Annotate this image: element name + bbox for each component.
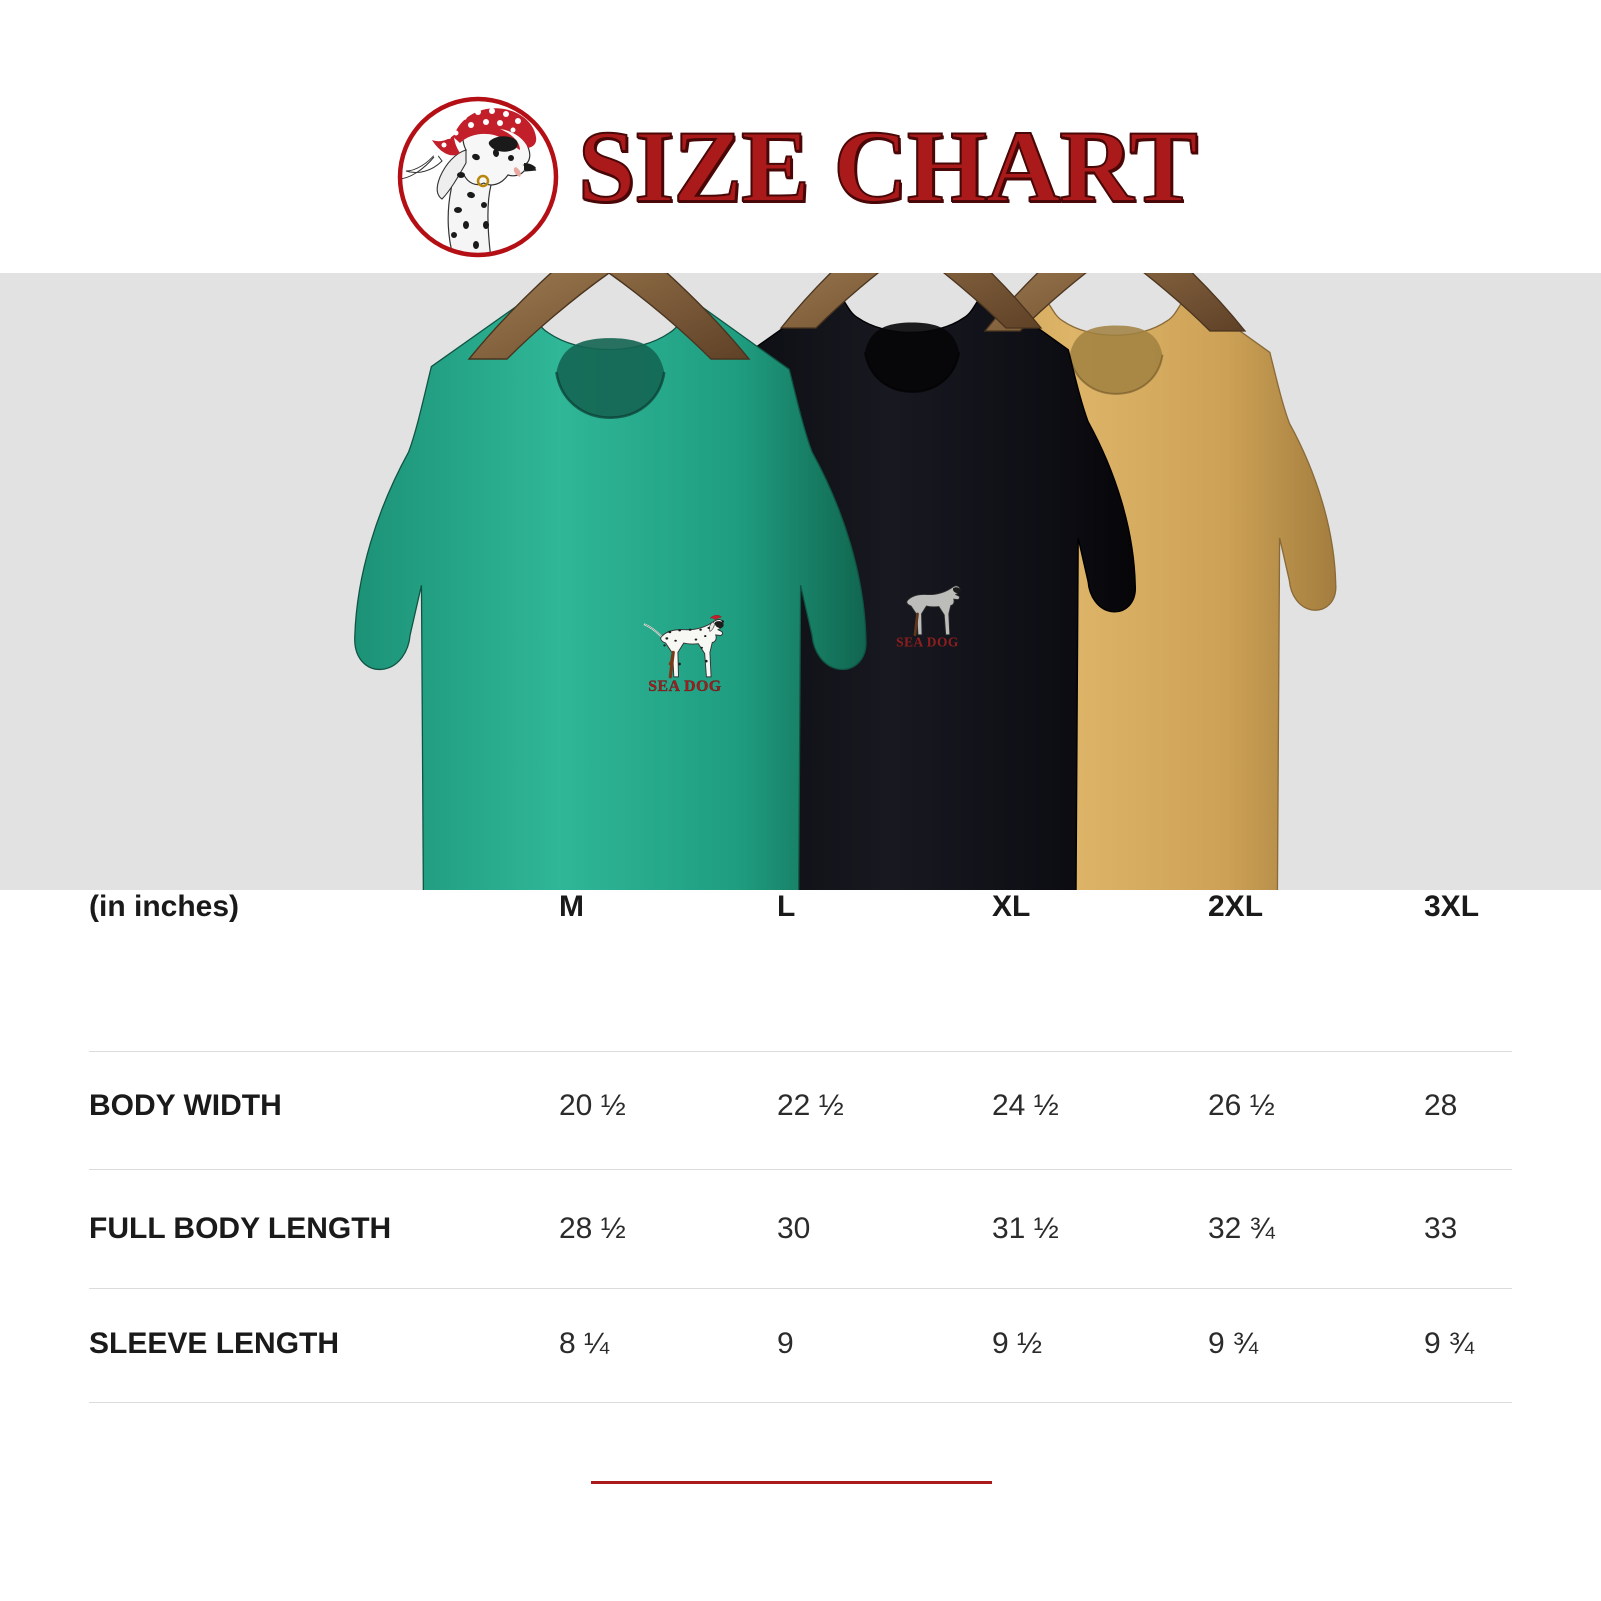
svg-text:SEA DOG: SEA DOG (896, 635, 959, 650)
svg-text:SEA DOG: SEA DOG (648, 678, 721, 695)
